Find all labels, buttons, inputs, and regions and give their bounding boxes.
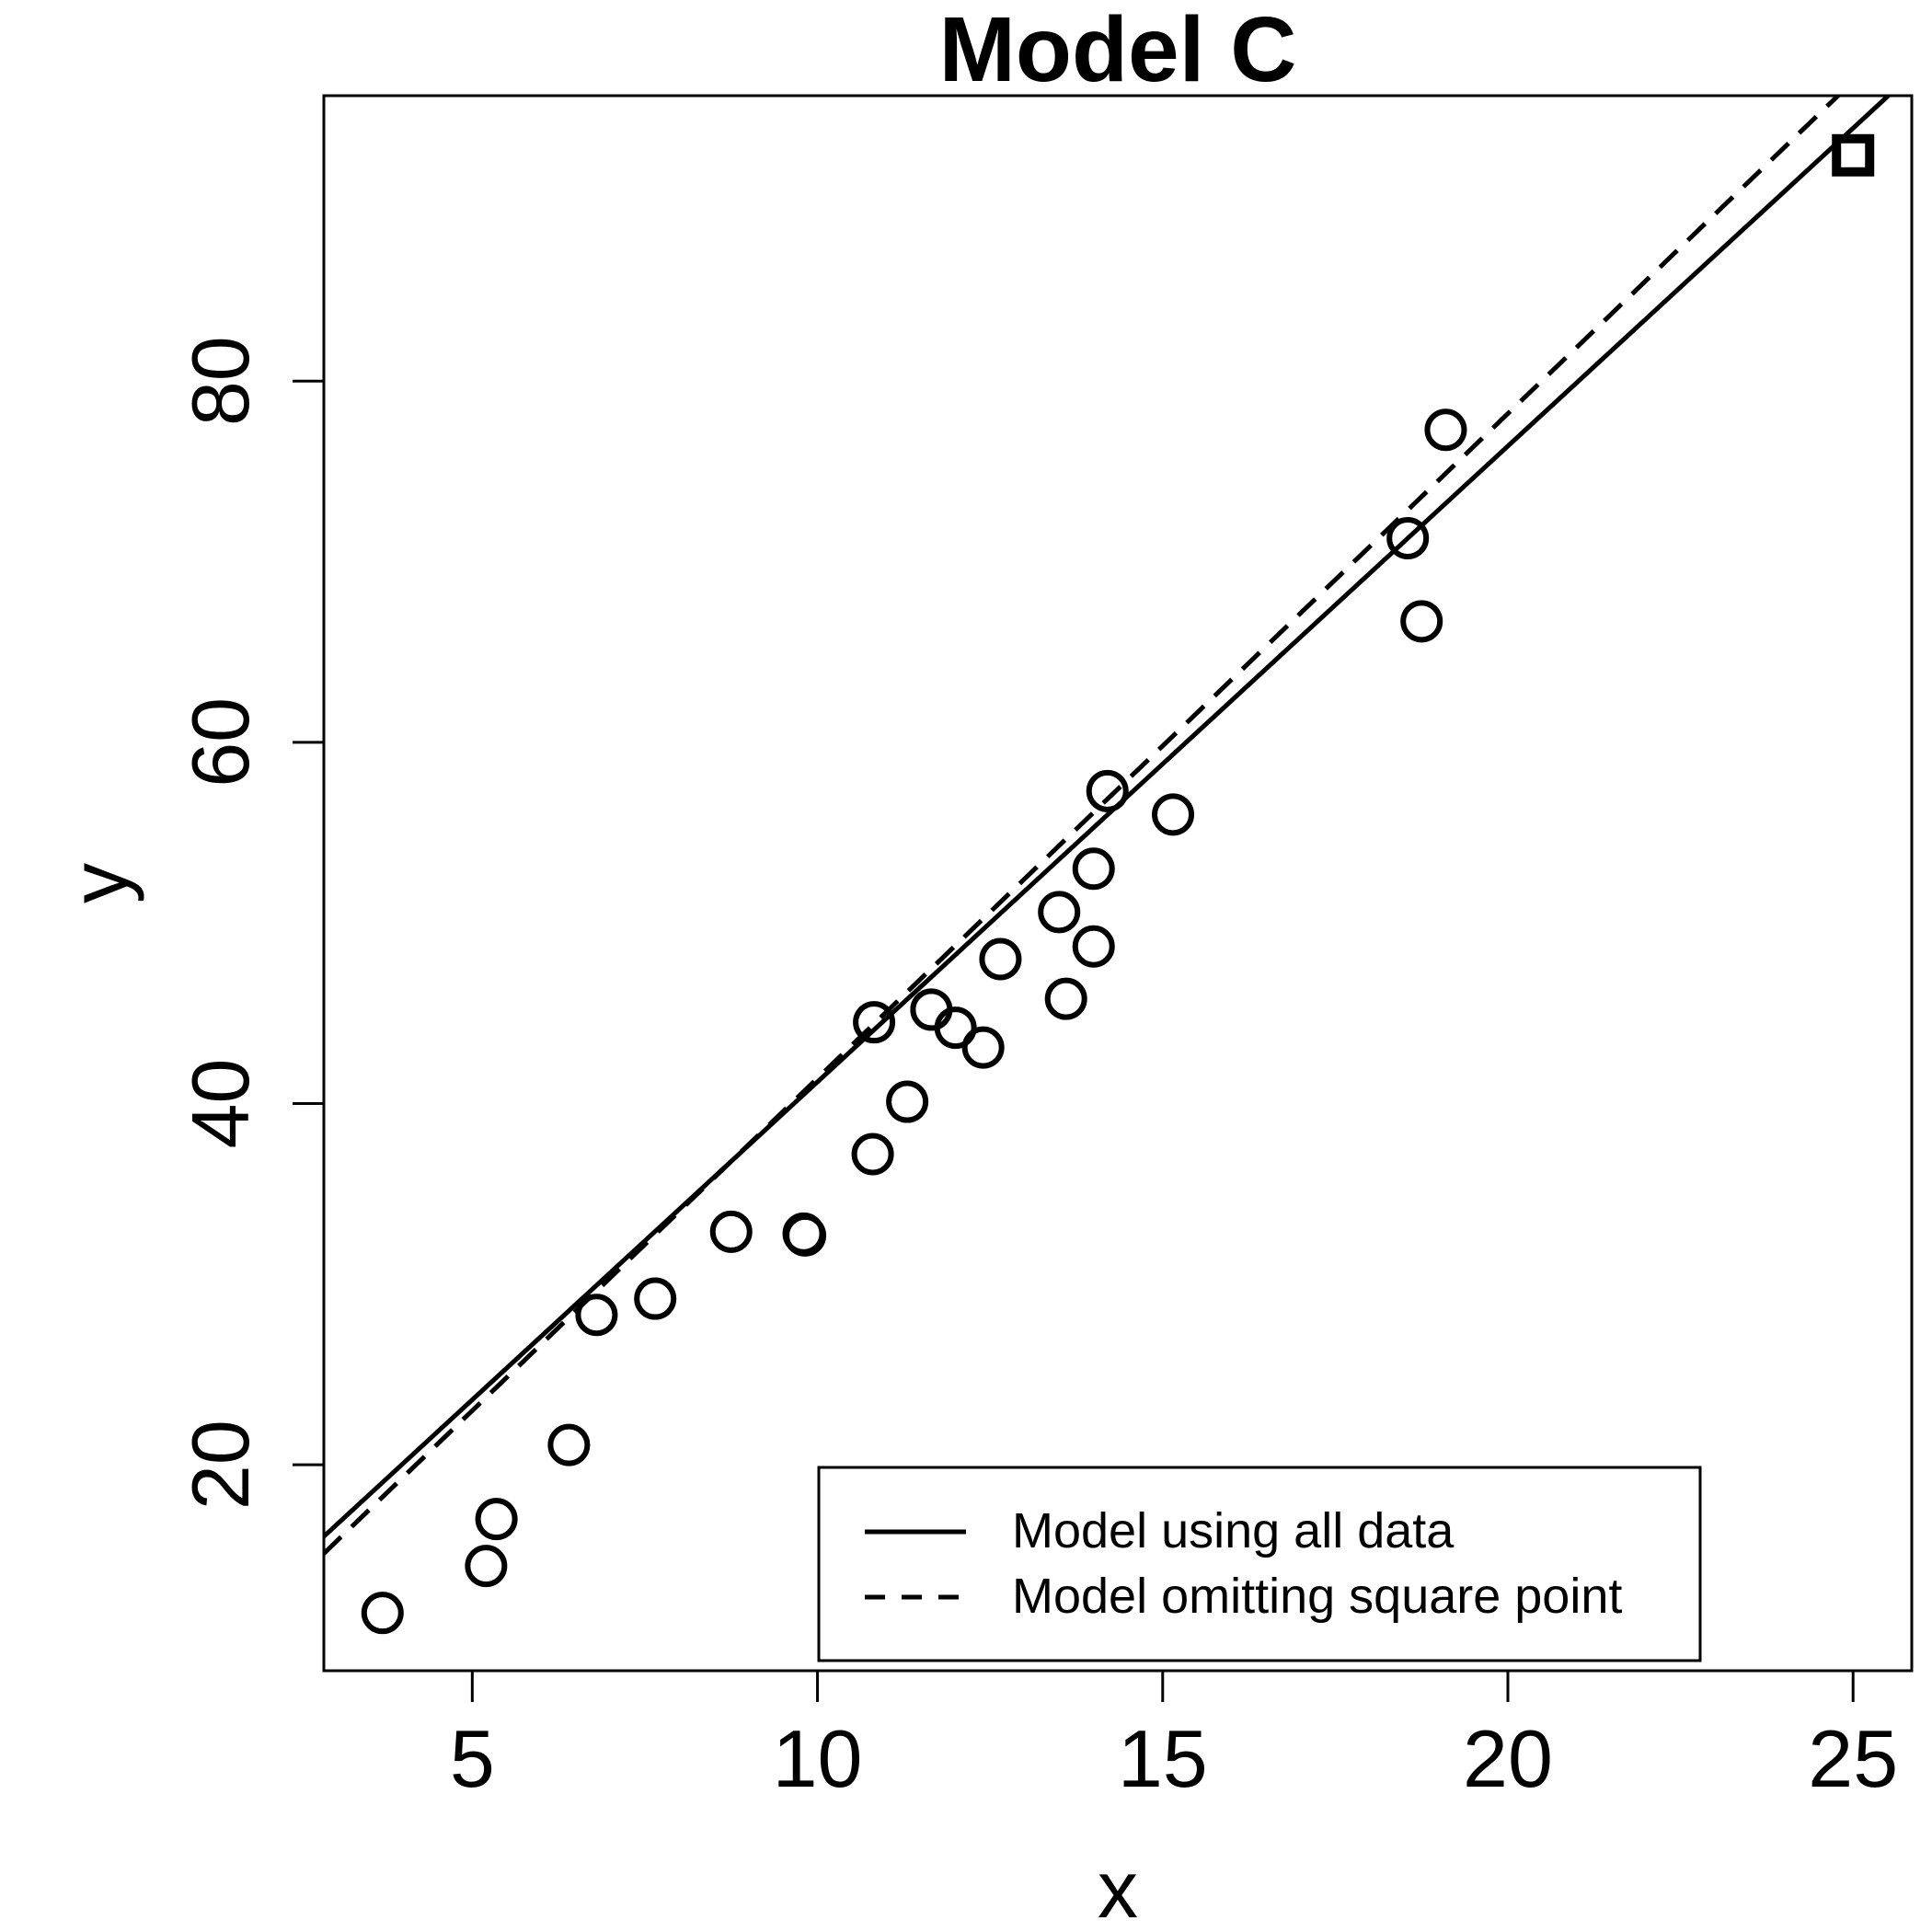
legend-box: [817, 1466, 1702, 1662]
x-tick-label: 10: [773, 1713, 863, 1804]
data-point: [634, 1277, 677, 1320]
x-tick-label: 20: [1463, 1713, 1553, 1804]
x-axis-label: x: [1098, 1844, 1138, 1932]
data-point: [934, 1006, 977, 1050]
data-point: [961, 1026, 1005, 1069]
y-axis-label: y: [53, 863, 144, 903]
data-point: [547, 1423, 591, 1466]
data-points: [361, 133, 1875, 1635]
data-point: [853, 1001, 896, 1044]
legend-label-all-data: Model using all data: [1012, 1503, 1455, 1558]
data-point: [1424, 408, 1467, 452]
data-point: [1072, 925, 1115, 968]
data-point: [886, 1080, 929, 1123]
data-point: [465, 1545, 508, 1588]
data-point: [784, 1213, 827, 1257]
data-point: [1152, 793, 1195, 836]
data-point: [1386, 517, 1430, 560]
fit-lines: [324, 96, 1892, 1556]
data-point: [1038, 891, 1081, 934]
y-tick-label: 40: [175, 1059, 266, 1149]
y-axis: 20 40 60 80: [175, 336, 324, 1510]
legend-label-omitting-square: Model omitting square point: [1012, 1569, 1622, 1624]
data-point: [1400, 600, 1443, 643]
data-point: [709, 1210, 753, 1253]
data-point: [910, 988, 953, 1031]
data-point: [361, 1592, 404, 1635]
y-tick-label: 60: [175, 697, 266, 788]
chart-title: Model C: [939, 0, 1297, 101]
plot-frame: [322, 94, 1914, 1673]
x-tick-label: 15: [1118, 1713, 1208, 1804]
legend: Model using all data Model omitting squa…: [817, 1466, 1702, 1662]
y-tick-label: 80: [175, 336, 266, 426]
data-point: [851, 1133, 894, 1176]
y-tick-label: 20: [175, 1420, 266, 1510]
data-point: [575, 1294, 618, 1337]
fit-line-omitting-square: [324, 96, 1842, 1556]
x-tick-label: 25: [1808, 1713, 1898, 1804]
x-axis: 5 10 15 20 25: [450, 1671, 1898, 1804]
data-point: [979, 937, 1022, 981]
x-tick-label: 5: [450, 1713, 495, 1804]
data-point: [1086, 769, 1129, 812]
data-point: [475, 1498, 518, 1541]
data-point: [1072, 847, 1115, 891]
square-point: [1832, 133, 1875, 177]
data-point: [1044, 977, 1087, 1020]
